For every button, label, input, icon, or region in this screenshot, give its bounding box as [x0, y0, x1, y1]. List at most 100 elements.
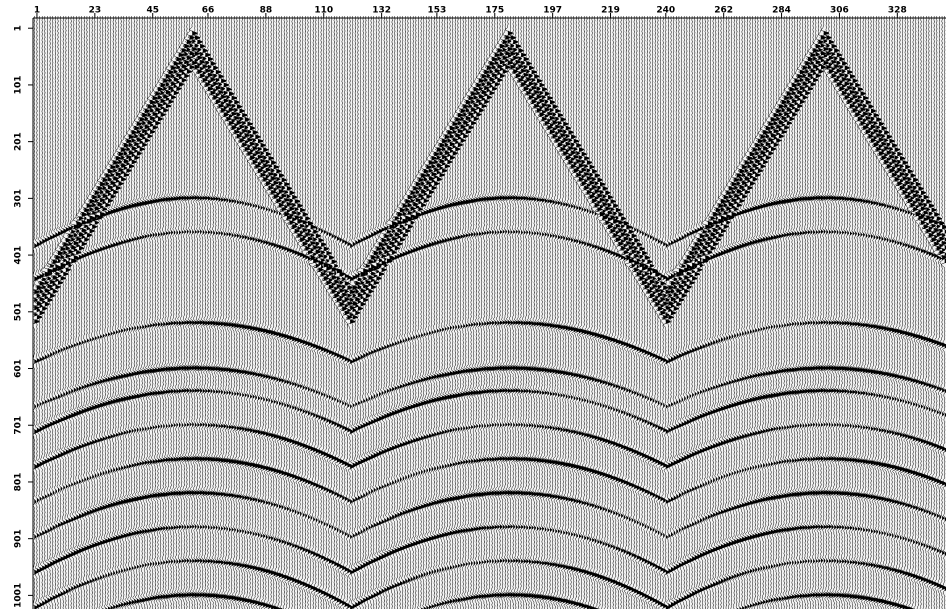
wiggle-trace — [139, 18, 151, 609]
wiggle-trace — [890, 18, 901, 609]
wiggle-trace — [616, 18, 627, 609]
trace-fill — [618, 18, 624, 609]
wiggle-trace — [326, 18, 338, 609]
wiggle-trace — [271, 18, 283, 609]
trace-fill — [397, 18, 403, 609]
wiggle-trace — [39, 18, 51, 609]
wiggle-trace — [816, 18, 827, 609]
wiggle-trace — [94, 18, 106, 609]
trace-fill — [713, 18, 719, 609]
wiggle-trace — [135, 18, 146, 609]
wiggle-trace — [307, 18, 319, 609]
traces — [33, 18, 946, 609]
wiggle-trace — [842, 18, 853, 609]
wiggle-trace — [605, 18, 617, 609]
wiggle-trace — [58, 18, 69, 609]
trace-fill — [905, 18, 911, 609]
trace-fill — [486, 18, 493, 609]
trace-fill — [110, 18, 116, 609]
wiggle-trace — [696, 18, 709, 609]
trace-fill — [542, 18, 548, 609]
trace-fill — [652, 18, 658, 609]
wiggle-trace — [81, 18, 93, 609]
wiggle-trace — [195, 18, 206, 609]
trace-fill — [355, 18, 361, 609]
wiggle-trace — [911, 18, 922, 609]
trace-fill — [544, 18, 550, 609]
wiggle-trace — [418, 18, 430, 609]
wiggle-trace — [847, 18, 859, 609]
trace-fill — [226, 18, 232, 609]
wiggle-trace — [456, 18, 467, 609]
trace-fill — [481, 18, 487, 609]
trace-fill — [565, 18, 571, 609]
trace-fill — [742, 18, 748, 609]
wiggle-trace — [927, 18, 938, 609]
y-tick-label: 201 — [14, 132, 24, 151]
trace-fill — [865, 18, 871, 609]
wiggle-trace — [553, 18, 564, 609]
wiggle-trace — [653, 18, 664, 609]
trace-fill — [584, 18, 590, 609]
wiggle-trace — [92, 18, 104, 609]
trace-fill — [894, 18, 900, 609]
wiggle-trace — [694, 18, 706, 609]
x-tick-label: 328 — [888, 6, 907, 16]
wiggle-trace — [174, 18, 185, 609]
wiggle-trace — [329, 18, 340, 609]
wiggle-trace — [124, 18, 135, 609]
trace-fill — [426, 18, 432, 609]
wiggle-trace — [145, 18, 156, 609]
wiggle-trace — [712, 18, 724, 609]
y-tick-label: 701 — [14, 416, 24, 435]
wiggle-trace — [374, 18, 385, 609]
wiggle-trace — [150, 18, 162, 609]
wiggle-trace — [247, 18, 259, 609]
x-tick-label: 197 — [543, 6, 562, 16]
wiggle-trace — [416, 18, 427, 609]
wiggle-trace — [305, 18, 317, 609]
wiggle-trace — [916, 18, 927, 609]
wiggle-trace — [813, 18, 825, 609]
wiggle-trace — [560, 18, 572, 609]
trace-fill — [468, 18, 474, 609]
trace-fill — [810, 18, 816, 609]
wiggle-trace — [937, 18, 946, 609]
y-tick-label: 301 — [14, 189, 24, 208]
trace-fill — [539, 18, 545, 609]
wiggle-trace — [860, 18, 872, 609]
trace-fill — [179, 18, 185, 609]
wiggle-trace — [368, 18, 380, 609]
wiggle-trace — [776, 18, 788, 609]
trace-fill — [394, 18, 400, 609]
wiggle-trace — [320, 18, 333, 609]
wiggle-trace — [645, 18, 656, 609]
wiggle-trace — [495, 18, 506, 609]
wiggle-trace — [234, 18, 246, 609]
trace-fill — [476, 18, 482, 609]
wiggle-trace — [221, 18, 233, 609]
wiggle-trace — [523, 18, 535, 609]
trace-fill — [471, 18, 477, 609]
wiggle-trace — [621, 18, 632, 609]
wiggle-trace — [158, 18, 170, 609]
trace-fill — [881, 18, 887, 609]
wiggle-trace — [516, 18, 527, 609]
wiggle-trace — [744, 18, 756, 609]
trace-fill — [765, 18, 771, 609]
wiggle-trace — [664, 18, 675, 609]
wiggle-trace — [921, 18, 933, 609]
wiggle-trace — [566, 18, 577, 609]
trace-fill — [134, 18, 140, 609]
wiggle-trace — [253, 18, 264, 609]
trace-fill — [836, 18, 842, 609]
trace-fill — [450, 18, 456, 609]
wiggle-trace — [632, 18, 643, 609]
wiggle-trace — [471, 18, 483, 609]
wiggle-trace — [639, 18, 651, 609]
trace-fill — [521, 18, 527, 609]
wiggle-trace — [64, 18, 75, 609]
wiggle-trace — [74, 18, 85, 609]
y-tick-label: 801 — [14, 473, 24, 492]
wiggle-trace — [347, 18, 359, 609]
